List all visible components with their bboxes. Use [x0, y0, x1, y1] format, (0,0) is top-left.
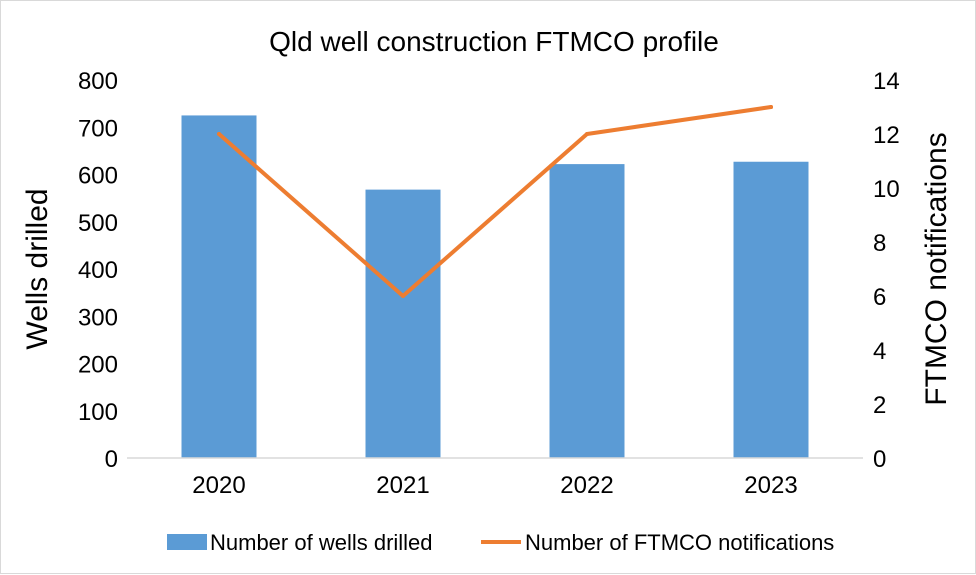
- bar-2021: [365, 189, 441, 458]
- right-tick-label: 2: [873, 392, 886, 419]
- x-axis-ticks: 2020 2021 2022 2023: [192, 472, 797, 499]
- right-tick-label: 14: [873, 68, 900, 95]
- right-axis-title: FTMCO notifications: [920, 132, 953, 405]
- left-tick-label: 400: [78, 257, 118, 284]
- bar-2020: [181, 115, 257, 458]
- bar-series: [181, 115, 809, 459]
- x-tick-label: 2022: [560, 472, 613, 499]
- left-tick-label: 500: [78, 210, 118, 237]
- ftmco-point-2022: [585, 132, 589, 136]
- bar-2022: [549, 164, 625, 459]
- ftmco-point-2023: [769, 105, 773, 109]
- right-tick-label: 12: [873, 122, 900, 149]
- legend-swatch-wells: [167, 534, 207, 550]
- left-tick-label: 200: [78, 352, 118, 379]
- ftmco-line: [217, 105, 773, 298]
- x-tick-label: 2023: [744, 472, 797, 499]
- x-tick-label: 2021: [376, 472, 429, 499]
- ftmco-point-2021: [401, 294, 405, 298]
- legend-label-wells: Number of wells drilled: [210, 530, 433, 555]
- right-tick-label: 6: [873, 284, 886, 311]
- ftmco-point-2020: [217, 132, 221, 136]
- left-tick-label: 0: [105, 446, 118, 473]
- left-tick-label: 600: [78, 163, 118, 190]
- legend: Number of wells drilled Number of FTMCO …: [167, 530, 834, 555]
- left-axis-title: Wells drilled: [21, 188, 54, 349]
- left-tick-label: 300: [78, 304, 118, 331]
- x-tick-label: 2020: [192, 472, 245, 499]
- right-axis-ticks: 0 2 4 6 8 10 12 14: [873, 68, 900, 473]
- left-tick-label: 100: [78, 399, 118, 426]
- left-axis-ticks: 0 100 200 300 400 500 600 700 800: [78, 68, 118, 473]
- legend-label-ftmco: Number of FTMCO notifications: [525, 530, 834, 555]
- right-tick-label: 0: [873, 446, 886, 473]
- right-tick-label: 4: [873, 338, 886, 365]
- chart-title: Qld well construction FTMCO profile: [269, 26, 719, 57]
- line-series: [217, 105, 773, 298]
- right-tick-label: 8: [873, 230, 886, 257]
- bar-2023: [733, 161, 809, 458]
- left-tick-label: 700: [78, 115, 118, 142]
- right-tick-label: 10: [873, 176, 900, 203]
- left-tick-label: 800: [78, 68, 118, 95]
